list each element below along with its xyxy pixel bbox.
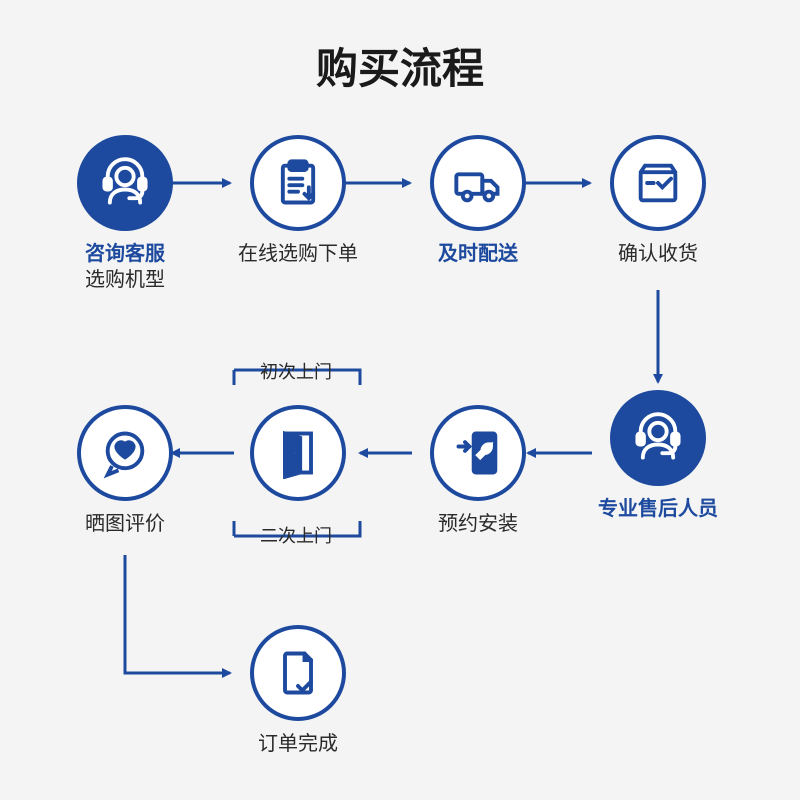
headset-icon [610,390,706,486]
door-icon [250,405,346,501]
step-label: 预约安装 [438,511,518,537]
headset-icon [77,135,173,231]
step-label: 晒图评价 [85,511,165,537]
step-install: 预约安装 [418,405,538,537]
step-review: 晒图评价 [65,405,185,537]
step-aftersales: 专业售后人员 [598,390,718,522]
step-visit [238,405,358,501]
doc-check-icon [250,625,346,721]
clipboard-icon [250,135,346,231]
step-label: 确认收货 [618,241,698,267]
step-label: 及时配送 [438,241,518,267]
step-delivery: 及时配送 [418,135,538,267]
step-order: 在线选购下单 [238,135,358,267]
visit-first-label: 初次上门 [260,358,332,384]
step-receive: 确认收货 [598,135,718,267]
visit-second-label: 二次上门 [260,522,332,548]
truck-icon [430,135,526,231]
step-consult: 咨询客服 选购机型 [65,135,185,293]
page-title: 购买流程 [0,35,800,96]
install-icon [430,405,526,501]
step-label: 咨询客服 选购机型 [85,241,165,293]
step-complete: 订单完成 [238,625,358,757]
heart-chat-icon [77,405,173,501]
step-label: 在线选购下单 [238,241,358,267]
step-label: 订单完成 [258,731,338,757]
package-icon [610,135,706,231]
step-label: 专业售后人员 [598,496,718,522]
